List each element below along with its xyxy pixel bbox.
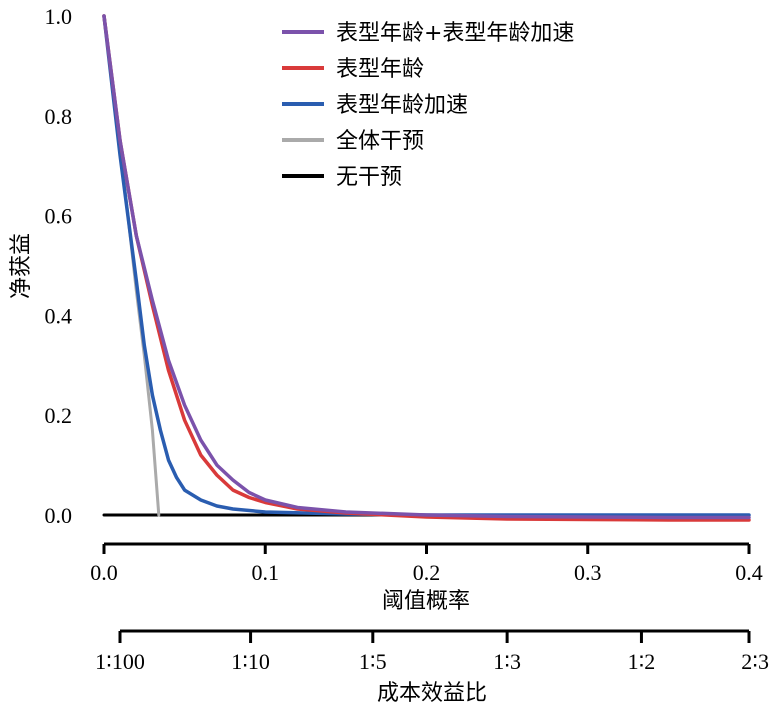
y-tick-label-5: 1.0 [45,4,73,29]
y-tick-label-2: 0.4 [45,303,73,328]
secondary-tick-label-3: 1∶3 [493,649,521,674]
y-tick-label-0: 0.0 [45,503,73,528]
secondary-tick-label-4: 1∶2 [628,649,656,674]
legend-label-2: 表型年龄加速 [336,93,468,118]
x-tick-label-0: 0.0 [90,560,118,585]
secondary-axis-title: 成本效益比 [377,681,487,706]
y-axis-title: 净获益 [9,233,34,299]
x-axis-title: 阈值概率 [382,589,470,614]
y-tick-label-1: 0.2 [45,403,73,428]
y-tick-label-3: 0.6 [45,204,73,229]
secondary-ticks: 1∶100 1∶10 1∶5 1∶3 1∶2 2∶3 [95,631,769,674]
y-tick-label-4: 0.8 [45,104,73,129]
x-ticks: 0.0 0.1 0.2 0.3 0.4 [90,544,763,585]
secondary-tick-label-5: 2∶3 [741,649,769,674]
x-tick-label-1: 0.1 [252,560,280,585]
secondary-tick-label-0: 1∶100 [95,649,145,674]
legend-label-4: 无干预 [336,165,402,190]
x-tick-label-2: 0.2 [413,560,441,585]
legend-label-3: 全体干预 [336,129,424,154]
series-line-0 [102,14,751,520]
series-line-1 [102,14,751,522]
y-ticks: 0.0 0.2 0.4 0.6 0.8 1.0 [45,4,73,528]
legend-label-1: 表型年龄 [336,57,424,82]
secondary-tick-label-2: 1∶5 [359,649,387,674]
plot-lines [102,14,751,522]
x-tick-label-4: 0.4 [735,560,763,585]
x-tick-label-3: 0.3 [574,560,602,585]
secondary-tick-label-1: 1∶10 [231,649,270,674]
legend-label-0: 表型年龄+表型年龄加速 [336,21,574,46]
